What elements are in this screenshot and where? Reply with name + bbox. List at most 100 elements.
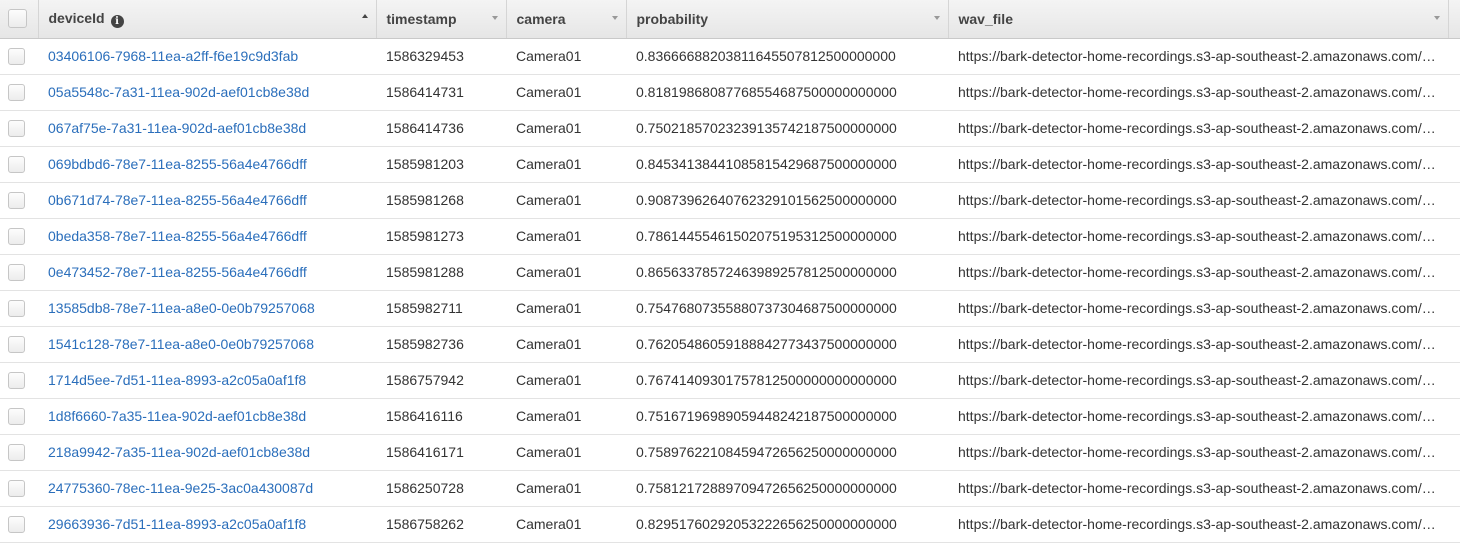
table-row[interactable]: 069bdbd6-78e7-11ea-8255-56a4e4766dff 1585… (0, 146, 1460, 183)
cell-wav_file: https://bark-detector-home-recordings.s3… (948, 182, 1448, 219)
table-row[interactable]: 1541c128-78e7-11ea-a8e0-0e0b79257068 1585… (0, 326, 1460, 363)
sort-caret-icon[interactable] (491, 16, 498, 20)
row-select-cell (0, 182, 38, 219)
sort-caret-icon[interactable] (933, 16, 940, 20)
device-id-link[interactable]: 1541c128-78e7-11ea-a8e0-0e0b79257068 (48, 336, 314, 352)
device-id-link[interactable]: 0e473452-78e7-11ea-8255-56a4e4766dff (48, 264, 307, 280)
row-select-cell (0, 74, 38, 111)
cell-filler (1448, 434, 1460, 471)
cell-deviceId: 218a9942-7a35-11ea-902d-aef01cb8e38d (38, 434, 376, 471)
table-row[interactable]: 218a9942-7a35-11ea-902d-aef01cb8e38d 1586… (0, 434, 1460, 471)
row-checkbox[interactable] (8, 299, 25, 317)
cell-filler (1448, 182, 1460, 219)
cell-probability: 0.75476807355880737304687500000000 (626, 290, 948, 327)
cell-wav_file: https://bark-detector-home-recordings.s3… (948, 218, 1448, 255)
table-row[interactable]: 24775360-78ec-11ea-9e25-3ac0a430087d 1586… (0, 470, 1460, 507)
device-id-link[interactable]: 24775360-78ec-11ea-9e25-3ac0a430087d (48, 480, 314, 496)
cell-wav_file: https://bark-detector-home-recordings.s3… (948, 110, 1448, 147)
select-all-checkbox[interactable] (8, 9, 27, 29)
device-id-link[interactable]: 067af75e-7a31-11ea-902d-aef01cb8e38d (48, 120, 307, 136)
table-row[interactable]: 1714d5ee-7d51-11ea-8993-a2c05a0af1f8 1586… (0, 362, 1460, 399)
cell-deviceId: 1d8f6660-7a35-11ea-902d-aef01cb8e38d (38, 398, 376, 435)
row-select-cell (0, 38, 38, 75)
cell-camera: Camera01 (506, 398, 626, 435)
table-row[interactable]: 1d8f6660-7a35-11ea-902d-aef01cb8e38d 1586… (0, 398, 1460, 435)
cell-timestamp: 1585981268 (376, 182, 506, 219)
table-row[interactable]: 0b671d74-78e7-11ea-8255-56a4e4766dff 1585… (0, 182, 1460, 219)
column-label: wav_file (958, 10, 1013, 27)
cell-deviceId: 03406106-7968-11ea-a2ff-f6e19c9d3fab (38, 38, 376, 75)
row-checkbox[interactable] (8, 83, 25, 101)
cell-deviceId: 05a5548c-7a31-11ea-902d-aef01cb8e38d (38, 74, 376, 111)
row-checkbox[interactable] (8, 371, 25, 389)
row-checkbox[interactable] (8, 479, 25, 497)
table-row[interactable]: 13585db8-78e7-11ea-a8e0-0e0b79257068 1585… (0, 290, 1460, 327)
device-id-link[interactable]: 069bdbd6-78e7-11ea-8255-56a4e4766dff (48, 156, 307, 172)
cell-timestamp: 1586414731 (376, 74, 506, 111)
cell-deviceId: 13585db8-78e7-11ea-a8e0-0e0b79257068 (38, 290, 376, 327)
cell-camera: Camera01 (506, 290, 626, 327)
column-header-wav_file[interactable]: wav_file (948, 0, 1449, 39)
table-row[interactable]: 05a5548c-7a31-11ea-902d-aef01cb8e38d 1586… (0, 74, 1460, 111)
row-checkbox[interactable] (8, 443, 25, 461)
device-id-link[interactable]: 1714d5ee-7d51-11ea-8993-a2c05a0af1f8 (48, 372, 307, 388)
cell-timestamp: 1586414736 (376, 110, 506, 147)
row-select-cell (0, 218, 38, 255)
select-all-header (0, 0, 39, 39)
sort-ascending-icon[interactable] (361, 14, 368, 18)
device-id-link[interactable]: 1d8f6660-7a35-11ea-902d-aef01cb8e38d (48, 408, 307, 424)
row-checkbox[interactable] (8, 155, 25, 173)
info-icon[interactable]: i (110, 14, 124, 28)
cell-probability: 0.75167196989059448242187500000000 (626, 398, 948, 435)
column-header-timestamp[interactable]: timestamp (376, 0, 507, 39)
cell-wav_file: https://bark-detector-home-recordings.s3… (948, 362, 1448, 399)
cell-filler (1448, 362, 1460, 399)
column-label: deviceId (48, 9, 105, 26)
cell-filler (1448, 290, 1460, 327)
row-select-cell (0, 110, 38, 147)
table-row[interactable]: 03406106-7968-11ea-a2ff-f6e19c9d3fab 1586… (0, 38, 1460, 75)
column-label: probability (636, 10, 709, 27)
cell-filler (1448, 110, 1460, 147)
row-checkbox[interactable] (8, 335, 25, 353)
device-id-link[interactable]: 0beda358-78e7-11ea-8255-56a4e4766dff (48, 228, 307, 244)
device-id-link[interactable]: 29663936-7d51-11ea-8993-a2c05a0af1f8 (48, 516, 307, 532)
cell-camera: Camera01 (506, 110, 626, 147)
table-row[interactable]: 0e473452-78e7-11ea-8255-56a4e4766dff 1585… (0, 254, 1460, 291)
cell-filler (1448, 38, 1460, 75)
row-checkbox[interactable] (8, 227, 25, 245)
cell-probability: 0.76205486059188842773437500000000 (626, 326, 948, 363)
row-checkbox[interactable] (8, 47, 25, 65)
table-body: 03406106-7968-11ea-a2ff-f6e19c9d3fab 1586… (0, 38, 1460, 543)
column-header-camera[interactable]: camera (506, 0, 627, 39)
sort-caret-icon[interactable] (611, 16, 618, 20)
table-row[interactable]: 0beda358-78e7-11ea-8255-56a4e4766dff 1585… (0, 218, 1460, 255)
row-checkbox[interactable] (8, 263, 25, 281)
device-id-link[interactable]: 13585db8-78e7-11ea-a8e0-0e0b79257068 (48, 300, 315, 316)
table-row[interactable]: 29663936-7d51-11ea-8993-a2c05a0af1f8 1586… (0, 506, 1460, 543)
column-header-probability[interactable]: probability (626, 0, 949, 39)
table-row[interactable]: 067af75e-7a31-11ea-902d-aef01cb8e38d 1586… (0, 110, 1460, 147)
row-checkbox[interactable] (8, 407, 25, 425)
cell-deviceId: 0b671d74-78e7-11ea-8255-56a4e4766dff (38, 182, 376, 219)
device-id-link[interactable]: 05a5548c-7a31-11ea-902d-aef01cb8e38d (48, 84, 310, 100)
sort-caret-icon[interactable] (1433, 16, 1440, 20)
row-checkbox[interactable] (8, 119, 25, 137)
cell-probability: 0.78614455461502075195312500000000 (626, 218, 948, 255)
device-id-link[interactable]: 03406106-7968-11ea-a2ff-f6e19c9d3fab (48, 48, 299, 64)
cell-deviceId: 069bdbd6-78e7-11ea-8255-56a4e4766dff (38, 146, 376, 183)
row-checkbox[interactable] (8, 191, 25, 209)
column-header-deviceId[interactable]: deviceId i (38, 0, 377, 39)
cell-probability: 0.75897622108459472656250000000000 (626, 434, 948, 471)
cell-filler (1448, 74, 1460, 111)
row-select-cell (0, 362, 38, 399)
cell-timestamp: 1586329453 (376, 38, 506, 75)
cell-wav_file: https://bark-detector-home-recordings.s3… (948, 74, 1448, 111)
row-checkbox[interactable] (8, 515, 25, 533)
row-select-cell (0, 254, 38, 291)
cell-camera: Camera01 (506, 182, 626, 219)
device-id-link[interactable]: 0b671d74-78e7-11ea-8255-56a4e4766dff (48, 192, 307, 208)
cell-timestamp: 1585981273 (376, 218, 506, 255)
device-id-link[interactable]: 218a9942-7a35-11ea-902d-aef01cb8e38d (48, 444, 311, 460)
